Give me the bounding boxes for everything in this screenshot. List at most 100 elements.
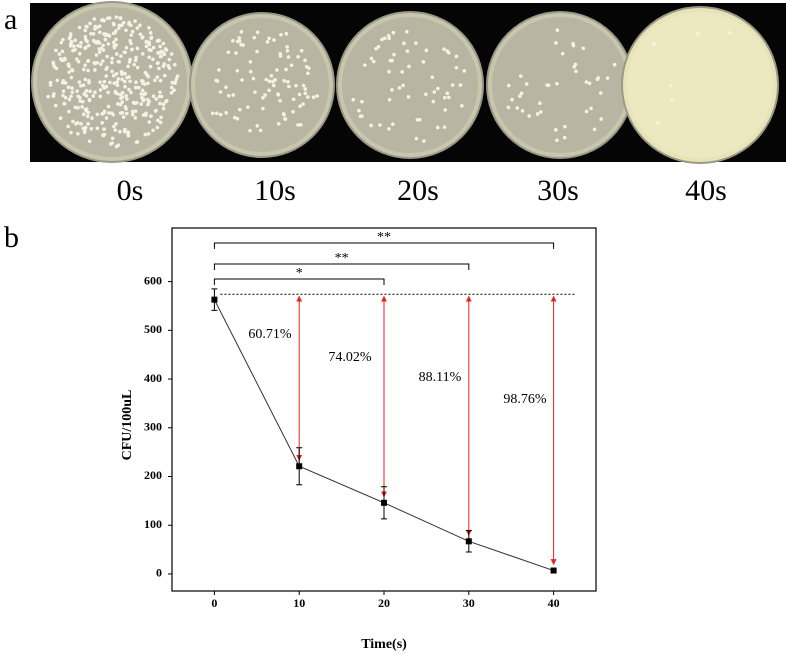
- colony: [118, 16, 123, 20]
- data-point: [550, 567, 557, 574]
- photo-caption: 30s: [537, 174, 579, 207]
- colony: [133, 109, 138, 113]
- colony: [251, 76, 256, 81]
- agar: [37, 7, 187, 157]
- colony: [122, 71, 127, 76]
- colony: [138, 23, 142, 28]
- colony: [162, 73, 167, 78]
- colony: [454, 65, 459, 70]
- colony: [54, 48, 58, 53]
- colony: [78, 99, 83, 103]
- colony: [135, 139, 140, 144]
- colony: [51, 94, 56, 98]
- colony: [132, 101, 137, 106]
- colony: [442, 47, 446, 51]
- colony: [380, 37, 384, 42]
- colony: [114, 15, 119, 19]
- colony: [119, 54, 123, 58]
- colony: [89, 126, 94, 131]
- colony: [86, 58, 91, 63]
- colony: [369, 123, 373, 128]
- colony: [255, 49, 259, 54]
- colony: [454, 54, 459, 59]
- colony: [106, 90, 110, 95]
- colony: [61, 78, 66, 83]
- colony: [74, 122, 78, 126]
- colony: [59, 40, 64, 45]
- colony: [506, 105, 511, 110]
- colony: [86, 43, 91, 48]
- colony: [63, 81, 68, 85]
- colony: [62, 101, 67, 106]
- colony: [414, 41, 418, 45]
- colony: [276, 121, 281, 126]
- colony: [584, 80, 589, 84]
- colony: [83, 125, 88, 130]
- colony: [159, 115, 163, 120]
- colony: [406, 95, 411, 99]
- colony: [95, 112, 100, 117]
- colony: [424, 92, 428, 97]
- colony: [61, 37, 65, 42]
- colony: [303, 58, 307, 63]
- colony: [95, 60, 99, 65]
- colony: [158, 101, 162, 106]
- colony: [422, 139, 426, 143]
- colony: [123, 127, 127, 132]
- colony: [147, 47, 151, 52]
- colony: [113, 128, 118, 132]
- colony: [215, 79, 220, 83]
- colony: [446, 50, 451, 55]
- colony: [86, 121, 90, 126]
- colony: [554, 41, 558, 45]
- colony: [135, 26, 140, 30]
- colony: [87, 81, 91, 85]
- x-tick-label: 40: [548, 596, 560, 610]
- colony: [217, 68, 221, 72]
- data-point: [465, 538, 472, 545]
- colony: [581, 46, 586, 51]
- colony: [88, 89, 92, 94]
- colony: [110, 60, 114, 65]
- colony: [101, 43, 105, 48]
- colony: [383, 36, 387, 41]
- colony: [116, 102, 120, 106]
- colony: [117, 26, 121, 30]
- colony: [506, 83, 511, 88]
- colony: [269, 74, 274, 78]
- colony: [278, 54, 283, 58]
- colony: [115, 91, 120, 96]
- significance-label: **: [377, 230, 391, 245]
- dishes: [31, 1, 779, 164]
- colony: [151, 45, 156, 50]
- colony: [374, 46, 378, 51]
- colony: [108, 142, 113, 146]
- colony: [261, 96, 265, 100]
- colony: [432, 90, 437, 94]
- colony: [102, 32, 106, 36]
- colony: [360, 99, 364, 104]
- colony: [98, 80, 102, 84]
- colony: [127, 75, 131, 79]
- colony: [108, 80, 112, 85]
- colony: [121, 20, 126, 25]
- colony: [291, 97, 296, 102]
- significance-bracket: [213, 278, 385, 285]
- colony: [140, 52, 145, 56]
- colony: [67, 109, 71, 114]
- colony: [284, 67, 288, 72]
- colony: [307, 66, 311, 70]
- colony: [155, 39, 160, 43]
- agar: [342, 17, 478, 153]
- colony: [265, 40, 270, 44]
- colony: [82, 92, 86, 96]
- colony: [103, 37, 108, 42]
- y-tick-label: 600: [144, 273, 162, 287]
- colony: [87, 139, 92, 144]
- colony: [68, 42, 73, 46]
- colony: [111, 112, 115, 117]
- colony: [96, 39, 100, 44]
- colony: [248, 69, 253, 74]
- significance-bracket: [213, 263, 470, 270]
- colony: [296, 123, 300, 127]
